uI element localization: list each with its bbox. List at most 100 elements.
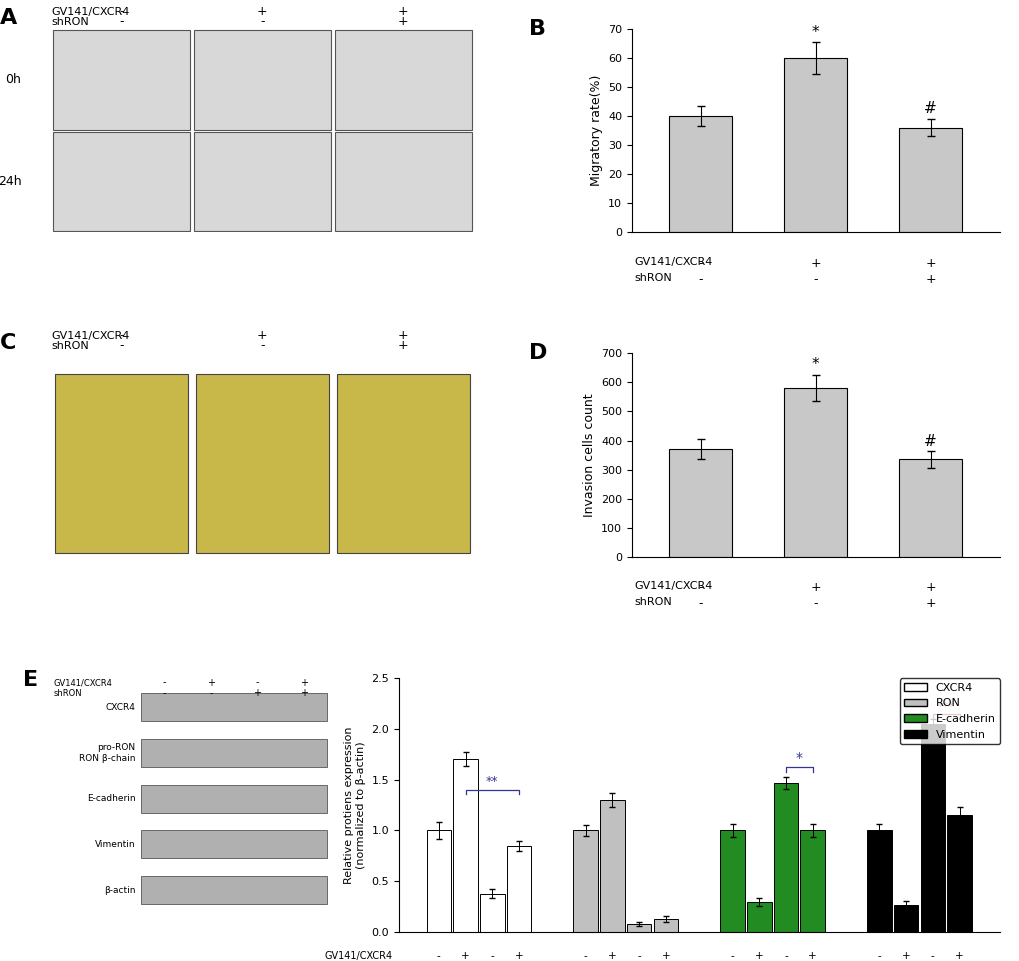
Text: GV141/CXCR4: GV141/CXCR4	[51, 7, 129, 16]
Text: β-actin: β-actin	[104, 886, 136, 895]
Text: E-cadherin: E-cadherin	[87, 794, 136, 803]
Bar	[334, 30, 471, 130]
Text: +: +	[754, 951, 763, 961]
Text: -: -	[119, 330, 123, 342]
Bar	[784, 58, 847, 233]
Bar	[668, 116, 732, 233]
Text: -: -	[876, 951, 880, 961]
Text: GV141/CXCR4: GV141/CXCR4	[634, 257, 712, 266]
Text: pro-RON
RON β-chain: pro-RON RON β-chain	[78, 743, 136, 763]
Bar	[141, 876, 327, 904]
Text: #: #	[923, 433, 936, 449]
Text: +: +	[257, 330, 267, 342]
Text: CXCR4: CXCR4	[106, 702, 136, 712]
Bar	[426, 830, 450, 932]
Bar	[334, 132, 471, 232]
Text: 0h: 0h	[5, 73, 21, 86]
Text: +: +	[397, 339, 409, 353]
Text: +: +	[924, 598, 935, 610]
Bar	[773, 782, 798, 932]
Text: +: +	[810, 257, 820, 270]
Text: **: **	[485, 775, 498, 788]
Text: Vimentin: Vimentin	[95, 840, 136, 849]
Bar	[194, 30, 330, 130]
Text: +: +	[607, 951, 616, 961]
Text: -: -	[583, 951, 587, 961]
Text: -: -	[730, 951, 734, 961]
Text: shRON: shRON	[54, 689, 83, 698]
Text: -: -	[698, 581, 702, 594]
Bar	[194, 132, 330, 232]
Bar	[920, 724, 945, 932]
Bar	[898, 128, 961, 233]
Text: +: +	[661, 951, 669, 961]
Text: -: -	[813, 598, 817, 610]
Legend: CXCR4, RON, E-cadherin, Vimentin: CXCR4, RON, E-cadherin, Vimentin	[899, 678, 999, 744]
Text: B: B	[529, 18, 545, 38]
Text: GV141/CXCR4: GV141/CXCR4	[634, 581, 712, 591]
Text: +: +	[924, 581, 935, 594]
Text: 24h: 24h	[0, 175, 21, 187]
Bar	[141, 693, 327, 721]
Text: GV141/CXCR4: GV141/CXCR4	[54, 678, 112, 687]
Text: -: -	[698, 257, 702, 270]
Text: +: +	[924, 273, 935, 285]
Text: GV141/CXCR4: GV141/CXCR4	[324, 951, 391, 961]
Y-axis label: Relative protiens expression
(normalized to β-actin): Relative protiens expression (normalized…	[343, 727, 366, 884]
Bar	[196, 374, 328, 553]
Bar	[800, 830, 824, 932]
Bar	[452, 759, 477, 932]
Text: shRON: shRON	[634, 598, 672, 607]
Text: -: -	[784, 951, 787, 961]
Text: -: -	[162, 688, 166, 698]
Text: -: -	[119, 5, 123, 17]
Text: -: -	[119, 14, 123, 28]
Text: +: +	[207, 678, 215, 687]
Text: +: +	[397, 330, 409, 342]
Text: +: +	[901, 951, 910, 961]
Text: +: +	[808, 951, 816, 961]
Text: -: -	[260, 14, 264, 28]
Text: -: -	[436, 951, 440, 961]
Text: +: +	[955, 951, 963, 961]
Bar	[53, 30, 190, 130]
Text: -: -	[162, 678, 166, 687]
Bar	[141, 739, 327, 767]
Text: GV141/CXCR4: GV141/CXCR4	[51, 332, 129, 341]
Text: #: #	[923, 101, 936, 116]
Bar	[480, 894, 504, 932]
Text: -: -	[813, 273, 817, 285]
Text: A: A	[0, 9, 17, 29]
Bar	[668, 449, 732, 556]
Text: *: *	[811, 357, 819, 372]
Bar	[337, 374, 469, 553]
Bar	[719, 830, 744, 932]
Bar	[784, 388, 847, 556]
Text: -: -	[490, 951, 493, 961]
Bar	[746, 901, 770, 932]
Text: +: +	[253, 688, 261, 698]
Text: -: -	[209, 688, 212, 698]
Bar	[653, 919, 678, 932]
Text: E: E	[22, 671, 38, 690]
Text: -: -	[930, 951, 933, 961]
Bar	[141, 785, 327, 813]
Text: +: +	[924, 257, 935, 270]
Text: -: -	[698, 598, 702, 610]
Text: *: *	[795, 752, 802, 765]
Text: -: -	[260, 339, 264, 353]
Bar	[506, 846, 531, 932]
Text: *: *	[811, 25, 819, 40]
Text: -: -	[256, 678, 259, 687]
Bar	[898, 459, 961, 556]
Bar	[893, 904, 917, 932]
Y-axis label: Migratory rate(%): Migratory rate(%)	[589, 75, 602, 186]
Text: +: +	[810, 581, 820, 594]
Bar	[866, 830, 891, 932]
Text: ***: ***	[936, 702, 954, 711]
Text: +: +	[397, 14, 409, 28]
Text: -: -	[119, 339, 123, 353]
Text: +: +	[397, 5, 409, 17]
Text: +: +	[461, 951, 470, 961]
Bar	[53, 132, 190, 232]
